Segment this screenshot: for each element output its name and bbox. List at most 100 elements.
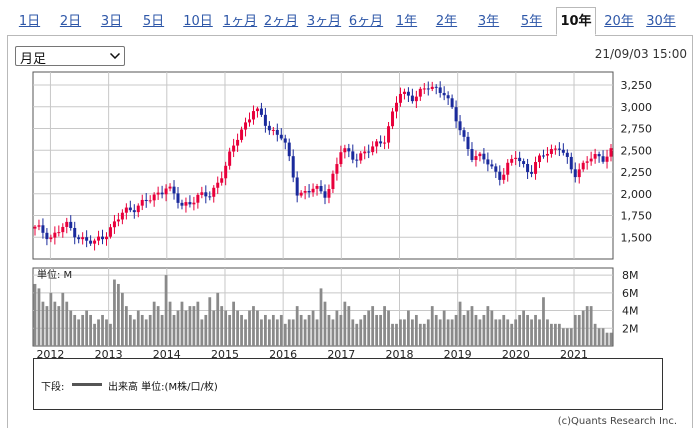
volume-bar <box>522 310 526 346</box>
candle-body <box>172 186 176 194</box>
candle-body <box>236 139 240 146</box>
volume-bar <box>371 306 375 346</box>
candle-body <box>136 205 140 213</box>
candle-body <box>458 121 462 131</box>
candle-body <box>267 125 271 131</box>
tab-range[interactable]: 3ヶ月 <box>306 14 342 29</box>
tab-range[interactable]: 5年 <box>520 14 543 29</box>
volume-bar <box>279 314 283 346</box>
volume-bar <box>65 301 69 346</box>
volume-tick-label: 2M <box>622 322 639 335</box>
candle-body <box>108 227 112 237</box>
volume-bar <box>466 310 470 346</box>
candle-body <box>116 219 120 222</box>
candle-body <box>486 159 490 165</box>
tab-range[interactable]: 5日 <box>142 14 165 29</box>
volume-bar <box>438 319 442 346</box>
legend-prefix: 下段: <box>41 382 65 393</box>
tab-range[interactable]: 30年 <box>646 14 676 29</box>
volume-bar <box>160 314 164 346</box>
volume-bar <box>597 328 601 346</box>
candle-body <box>311 188 315 193</box>
volume-bar <box>577 314 581 346</box>
candle-body <box>541 155 545 157</box>
tab-range[interactable]: 20年 <box>604 14 634 29</box>
candle-body <box>287 142 291 157</box>
candle-body <box>549 149 553 154</box>
volume-bar <box>260 319 263 346</box>
candle-body <box>291 156 295 178</box>
candle-body <box>160 192 164 195</box>
candle-body <box>530 172 534 174</box>
tab-range[interactable]: 1年 <box>395 14 418 29</box>
candle-body <box>176 193 180 203</box>
volume-bar <box>57 306 61 346</box>
candle-body <box>45 232 49 240</box>
volume-bar <box>311 310 315 346</box>
candle-body <box>442 92 446 96</box>
legend-volume-label: 出来高 単位:(M株/口/枚) <box>108 382 218 393</box>
volume-bar <box>49 292 53 346</box>
candle-body <box>406 91 410 96</box>
candle-body <box>315 185 319 189</box>
volume-bar <box>450 319 454 346</box>
volume-bar <box>486 306 490 346</box>
volume-bar <box>593 323 597 346</box>
tab-range[interactable]: 1ヶ月 <box>222 14 258 29</box>
candle-body <box>597 154 601 157</box>
tab-range[interactable]: 10年 <box>556 7 596 36</box>
volume-bar <box>33 283 37 346</box>
candle-body <box>323 191 327 198</box>
volume-bar <box>526 314 529 346</box>
volume-bar <box>589 306 593 346</box>
candle-body <box>609 148 613 157</box>
candle-body <box>164 188 168 195</box>
candle-interval-select[interactable]: 月足 <box>15 46 125 67</box>
volume-bar <box>403 319 406 346</box>
volume-bar <box>216 292 220 346</box>
candle-body <box>394 102 398 112</box>
volume-bar <box>347 306 351 346</box>
volume-bar <box>581 310 585 346</box>
candle-body <box>418 88 422 97</box>
volume-bar <box>41 301 45 346</box>
tab-range[interactable]: 3年 <box>477 14 500 29</box>
candle-body <box>589 158 593 162</box>
candle-body <box>263 114 267 126</box>
candle-body <box>244 122 248 130</box>
volume-bar <box>184 310 188 346</box>
volume-bar <box>363 314 367 346</box>
volume-bar <box>101 314 104 346</box>
volume-bar <box>117 283 120 346</box>
volume-bar <box>502 314 506 346</box>
volume-bar <box>470 306 474 346</box>
tab-range[interactable]: 10日 <box>183 14 213 29</box>
candle-body <box>601 156 605 162</box>
candle-body <box>438 87 442 93</box>
volume-bar <box>418 323 422 346</box>
candle-body <box>65 221 69 227</box>
tab-range[interactable]: 3日 <box>100 14 123 29</box>
candle-body <box>228 151 232 166</box>
volume-bar <box>323 301 327 346</box>
candle-body <box>522 161 526 164</box>
candle-body <box>303 191 307 193</box>
tab-range[interactable]: 2年 <box>435 14 458 29</box>
x-tick-label: 2012 <box>36 348 64 361</box>
volume-bar <box>172 314 176 346</box>
tab-range[interactable]: 2日 <box>59 14 82 29</box>
x-tick-label: 2020 <box>502 348 530 361</box>
candle-body <box>61 226 65 233</box>
tab-range[interactable]: 1日 <box>18 14 41 29</box>
volume-bar <box>343 301 347 346</box>
tab-range[interactable]: 2ヶ月 <box>263 14 299 29</box>
price-tick-label: 3,250 <box>621 79 653 92</box>
candle-body <box>41 225 45 233</box>
volume-bar <box>132 319 136 346</box>
volume-bar <box>188 306 192 346</box>
tab-range[interactable]: 6ヶ月 <box>348 14 384 29</box>
volume-bar <box>557 323 561 346</box>
volume-bar <box>224 310 228 346</box>
candle-body <box>224 165 228 179</box>
volume-bar <box>61 292 65 346</box>
